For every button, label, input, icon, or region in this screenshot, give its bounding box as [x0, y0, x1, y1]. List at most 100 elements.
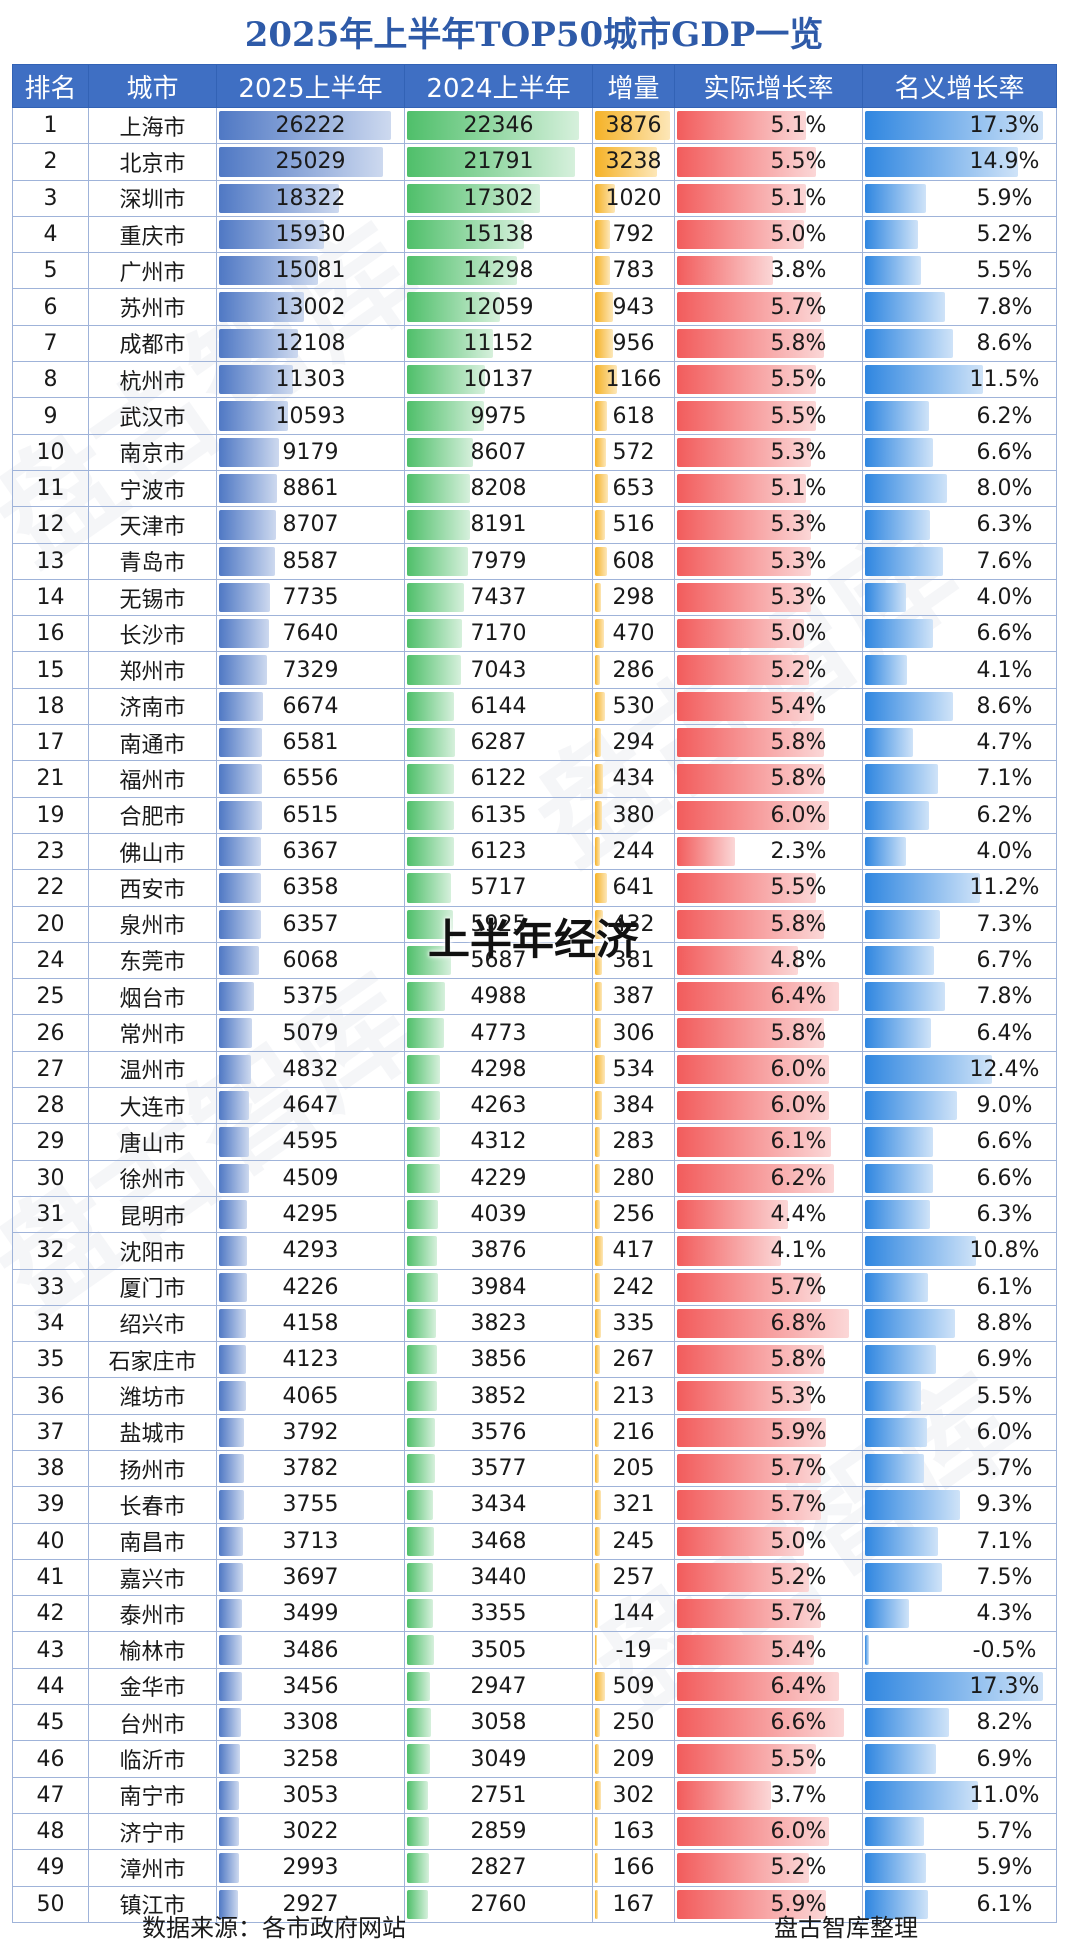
gdp-2025-cell: 6068 [216, 941, 405, 980]
rank-cell-value: 46 [36, 1746, 65, 1772]
nominal-growth-cell: 7.1% [862, 1522, 1057, 1560]
city-cell-value: 扬州市 [119, 1458, 186, 1484]
real-growth-cell: 5.0% [674, 615, 863, 653]
gdp-2024-cell-bar [407, 1635, 434, 1665]
gdp-2025-cell-value: 7735 [282, 585, 339, 610]
rank-cell-value: 5 [43, 258, 58, 284]
nominal-growth-cell-value: 7.3% [976, 911, 1033, 937]
rank-cell: 21 [12, 760, 89, 798]
nominal-growth-cell-bar [865, 1816, 924, 1847]
real-growth-cell-value: 5.5% [770, 149, 827, 175]
gdp-2024-cell: 7043 [404, 651, 593, 689]
real-growth-cell-value: 5.2% [770, 1855, 827, 1881]
gdp-2024-cell: 7437 [404, 578, 593, 617]
gdp-2025-cell-bar [219, 1599, 242, 1629]
increment-cell-bar [595, 256, 611, 286]
gdp-2024-cell-value: 3576 [470, 1419, 527, 1445]
real-growth-cell: 5.8% [674, 905, 863, 943]
rank-cell-value: 10 [36, 439, 65, 465]
gdp-2025-cell-value: 3697 [282, 1565, 339, 1591]
nominal-growth-cell-bar [865, 619, 933, 649]
real-growth-cell-value: 6.0% [770, 802, 827, 828]
real-growth-cell-bar [677, 183, 807, 213]
gdp-2025-cell-value: 7329 [282, 657, 339, 683]
real-growth-cell: 5.9% [674, 1413, 863, 1451]
real-growth-cell-value: 5.9% [770, 1419, 827, 1445]
gdp-2025-cell-value: 2993 [282, 1855, 339, 1881]
real-growth-cell: 5.2% [674, 651, 863, 689]
rank-cell-value: 45 [36, 1710, 65, 1736]
gdp-2024-cell-bar [407, 691, 455, 722]
gdp-2025-cell-bar [219, 1091, 250, 1121]
increment-cell-bar [595, 945, 603, 976]
real-growth-cell-bar [677, 619, 804, 649]
gdp-2025-cell: 3258 [216, 1740, 405, 1778]
rank-cell: 3 [12, 179, 89, 217]
gdp-2025-cell-bar [219, 1708, 241, 1738]
nominal-growth-cell-value: 8.6% [976, 693, 1033, 719]
rank-cell: 25 [12, 978, 89, 1016]
city-cell-value: 镇江市 [119, 1894, 186, 1920]
gdp-2024-cell: 8607 [404, 433, 593, 471]
city-cell-value: 唐山市 [119, 1131, 186, 1157]
table-row: 3 深圳市 18322 17302 1020 5.1% 5.9% [12, 179, 1057, 217]
table-row: 49 漳州市 2993 2827 166 5.2% 5.9% [12, 1849, 1057, 1887]
nominal-growth-cell: 17.3% [862, 106, 1057, 145]
city-cell-value: 济宁市 [119, 1821, 186, 1847]
city-cell: 郑州市 [88, 651, 217, 689]
real-growth-cell: 6.1% [674, 1123, 863, 1161]
increment-cell-bar [595, 1562, 600, 1593]
gdp-2025-cell-value: 4295 [282, 1202, 339, 1228]
real-growth-cell-value: 5.8% [770, 911, 827, 937]
increment-cell-bar [595, 1054, 606, 1085]
rank-cell: 34 [12, 1304, 89, 1343]
real-growth-cell: 6.0% [674, 796, 863, 834]
city-cell-value: 佛山市 [119, 841, 186, 867]
gdp-2024-cell-bar [407, 1708, 431, 1738]
nominal-growth-cell-bar [865, 1381, 922, 1411]
gdp-2025-cell-value: 3792 [282, 1419, 339, 1445]
gdp-2024-cell: 3505 [404, 1631, 593, 1669]
gdp-2025-cell-bar [219, 437, 280, 467]
city-cell: 深圳市 [88, 179, 217, 217]
gdp-2025-cell-value: 4595 [282, 1129, 339, 1155]
rank-cell: 14 [12, 578, 89, 617]
nominal-growth-cell-value: 6.6% [976, 621, 1033, 647]
gdp-2025-cell-value: 4065 [282, 1383, 339, 1409]
table-row: 36 潍坊市 4065 3852 213 5.3% 5.5% [12, 1377, 1057, 1415]
gdp-2024-cell: 7170 [404, 615, 593, 653]
real-growth-cell: 6.0% [674, 1812, 863, 1851]
rank-cell: 9 [12, 397, 89, 435]
gdp-2025-cell-value: 18322 [275, 185, 346, 211]
city-cell-value: 南京市 [119, 442, 186, 468]
gdp-2024-cell-value: 7043 [470, 657, 527, 683]
header-gdp-2025: 2025上半年 [216, 64, 405, 108]
rank-cell: 43 [12, 1631, 89, 1669]
nominal-growth-cell-bar [865, 1417, 927, 1447]
nominal-growth-cell: 5.9% [862, 1849, 1057, 1887]
real-growth-cell-value: 5.8% [770, 330, 827, 356]
gdp-2025-cell-bar [219, 256, 318, 286]
increment-cell: 306 [592, 1014, 675, 1052]
nominal-growth-cell-bar [865, 873, 980, 903]
gdp-2025-cell: 3308 [216, 1704, 405, 1742]
nominal-growth-cell-value: 6.3% [976, 512, 1033, 538]
gdp-2025-cell-value: 6358 [282, 875, 339, 901]
city-cell: 沈阳市 [88, 1232, 217, 1270]
city-cell: 徐州市 [88, 1159, 217, 1197]
nominal-growth-cell-value: 8.0% [976, 476, 1033, 502]
table-row: 6 苏州市 13002 12059 943 5.7% 7.8% [12, 288, 1057, 326]
gdp-2025-cell-bar [219, 328, 299, 359]
city-cell: 泰州市 [88, 1595, 217, 1633]
real-growth-cell: 4.4% [674, 1195, 863, 1234]
rank-cell: 22 [12, 869, 89, 907]
real-growth-cell: 5.5% [674, 1740, 863, 1778]
rank-cell-value: 48 [36, 1819, 65, 1845]
gdp-2025-cell-value: 15930 [275, 222, 346, 248]
increment-cell-value: 166 [612, 1855, 655, 1881]
nominal-growth-cell-bar [865, 219, 919, 250]
real-growth-cell-value: 5.2% [770, 657, 827, 683]
gdp-2024-cell-bar [407, 1345, 437, 1375]
increment-cell: 244 [592, 832, 675, 871]
increment-cell: 943 [592, 288, 675, 326]
